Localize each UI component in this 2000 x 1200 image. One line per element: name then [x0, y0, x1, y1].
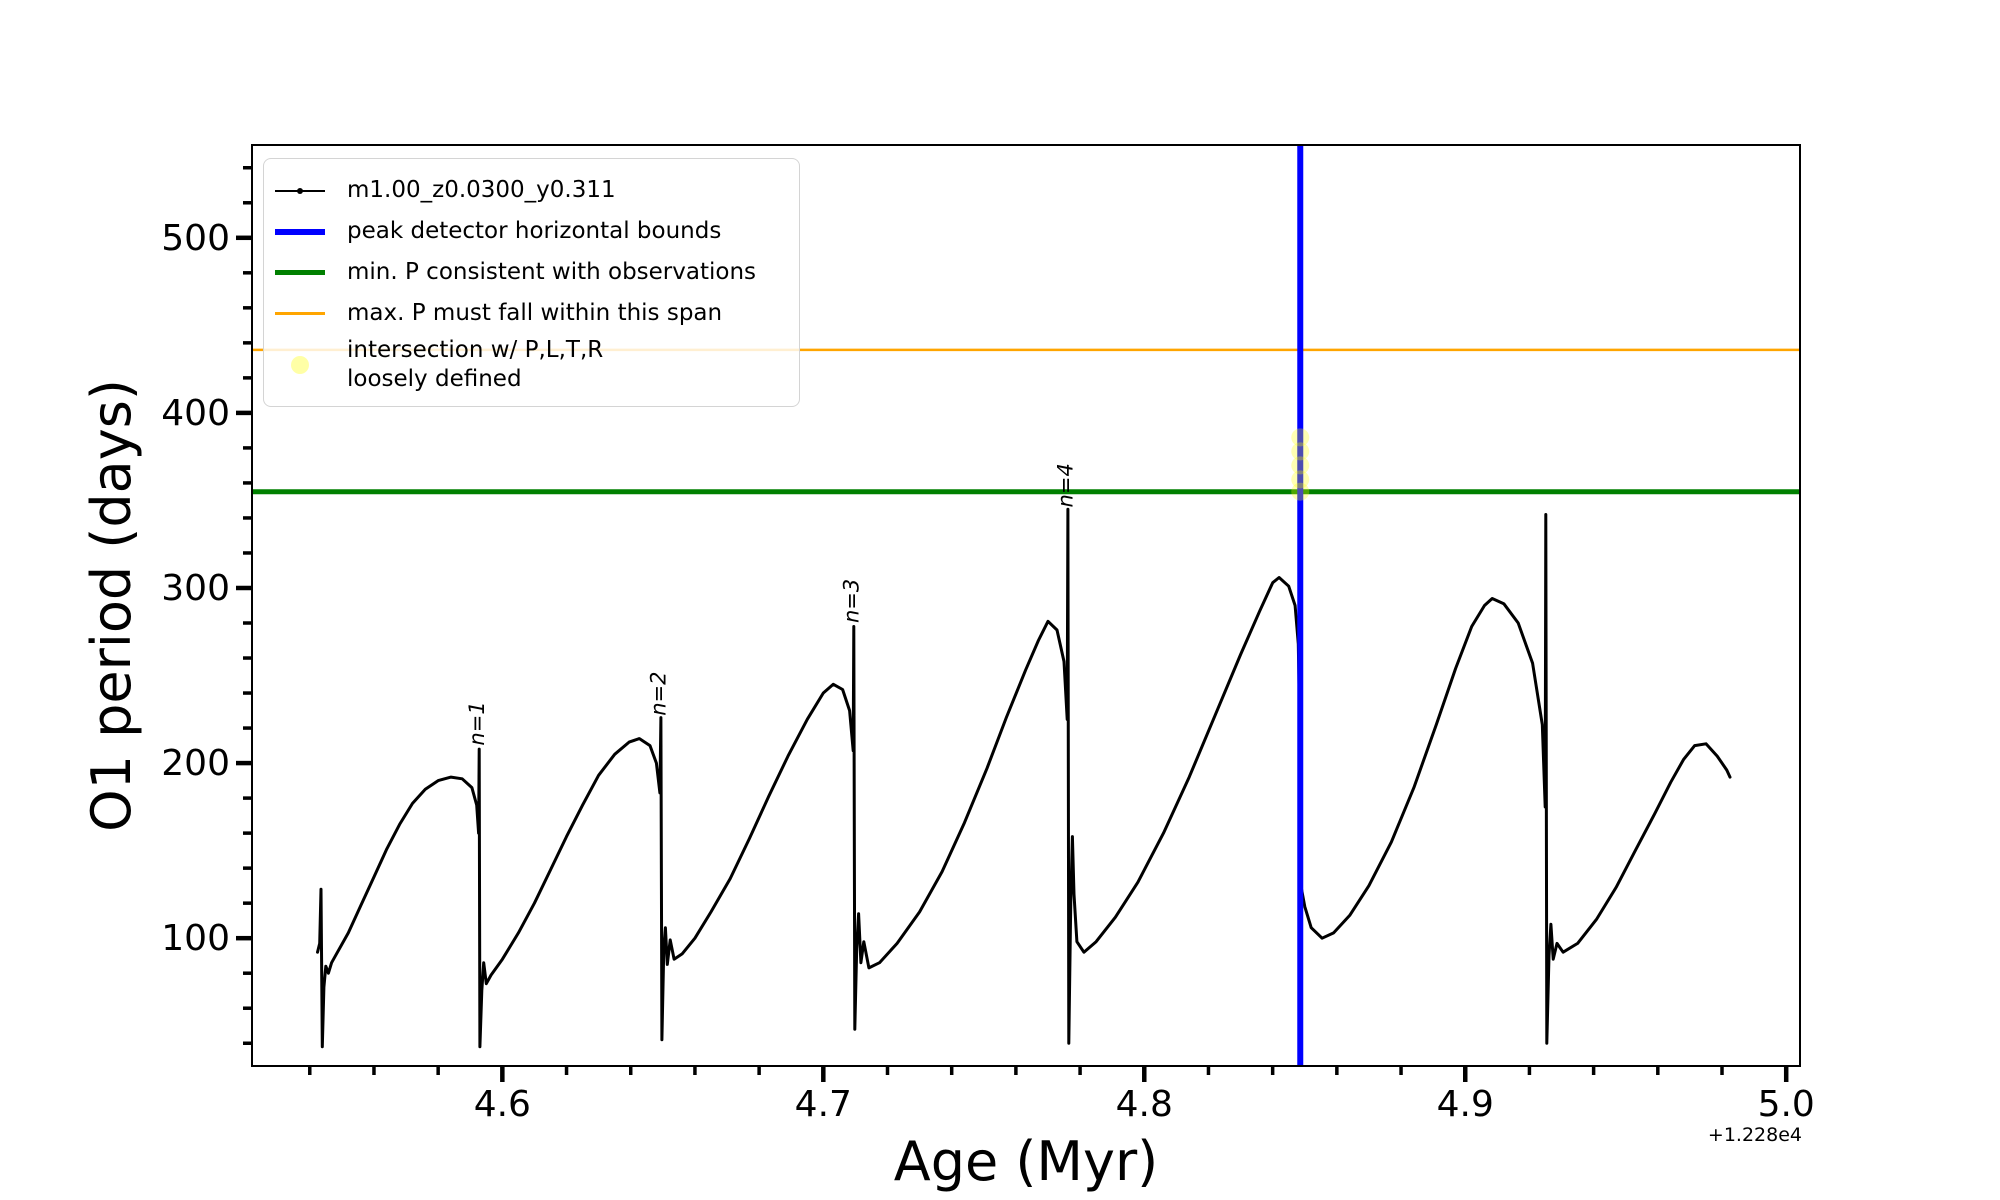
legend-entry-intersection: intersection w/ P,L,T,R loosely defined — [275, 334, 785, 396]
legend-blue-line-icon — [275, 228, 325, 235]
legend: m1.00_z0.0300_y0.311 peak detector horiz… — [263, 158, 800, 407]
x-tick-label: 5.0 — [1758, 1084, 1815, 1125]
y-tick-label: 300 — [161, 568, 230, 609]
intersection-marker — [1291, 470, 1310, 489]
legend-entry-max-p: max. P must fall within this span — [275, 293, 785, 334]
x-tick-label: 4.6 — [474, 1084, 531, 1125]
legend-entry-min-p: min. P consistent with observations — [275, 252, 785, 293]
legend-label: intersection w/ P,L,T,R loosely defined — [347, 336, 604, 392]
x-tick-label: 4.7 — [795, 1084, 852, 1125]
legend-green-line-icon — [275, 270, 325, 275]
mode-annotation: n=4 — [1054, 463, 1078, 507]
x-tick-label: 4.9 — [1437, 1084, 1494, 1125]
intersection-marker — [1291, 482, 1310, 501]
y-axis-label: O1 period (days) — [80, 379, 143, 832]
mode-annotation: n=1 — [465, 701, 489, 745]
intersection-marker — [1291, 456, 1310, 475]
legend-label: peak detector horizontal bounds — [347, 217, 722, 244]
legend-yellow-circle-icon — [275, 356, 325, 374]
x-tick-label: 4.8 — [1116, 1084, 1173, 1125]
mode-annotation: n=2 — [647, 672, 671, 716]
legend-entry-peak-bounds: peak detector horizontal bounds — [275, 211, 785, 252]
y-tick-label: 500 — [161, 218, 230, 259]
x-axis-offset-text: +1.228e4 — [1708, 1124, 1802, 1146]
x-axis-label: Age (Myr) — [894, 1130, 1159, 1193]
mode-annotation: n=3 — [839, 579, 863, 623]
legend-orange-line-icon — [275, 312, 325, 315]
legend-entry-series: m1.00_z0.0300_y0.311 — [275, 170, 785, 211]
y-tick-label: 100 — [161, 918, 230, 959]
intersection-marker — [1291, 428, 1310, 447]
y-tick-label: 200 — [161, 743, 230, 784]
intersection-marker — [1291, 442, 1310, 461]
data-series-curve — [316, 507, 1732, 1049]
legend-line-marker-icon — [275, 187, 325, 194]
plot-area-border — [251, 144, 1801, 1067]
legend-label: max. P must fall within this span — [347, 299, 723, 326]
legend-label: m1.00_z0.0300_y0.311 — [347, 176, 616, 203]
legend-label: min. P consistent with observations — [347, 258, 757, 285]
y-tick-label: 400 — [161, 393, 230, 434]
